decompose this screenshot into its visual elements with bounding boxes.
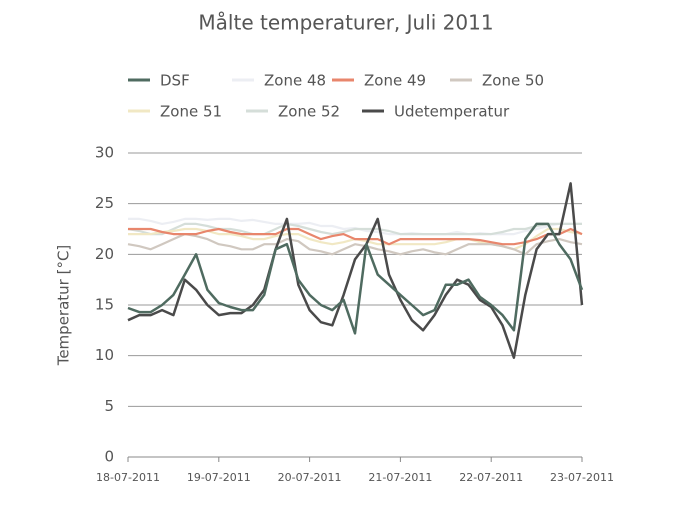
series-line — [127, 222, 582, 236]
y-tick-label: 25 — [95, 194, 114, 212]
series-line — [127, 222, 584, 335]
y-tick-label: 30 — [95, 144, 114, 162]
legend-label: Zone 48 — [264, 72, 326, 90]
legend-label: DSF — [160, 72, 190, 90]
y-tick-label: 5 — [104, 397, 114, 415]
x-tick-label: 20-07-2011 — [278, 471, 342, 484]
x-tick-label: 21-07-2011 — [368, 471, 432, 484]
legend-label: Zone 50 — [482, 72, 544, 90]
series-line — [128, 217, 582, 236]
x-tick-label: 19-07-2011 — [187, 471, 251, 484]
legend-label: Zone 52 — [278, 103, 340, 121]
series-line — [128, 227, 583, 246]
chart-title: Målte temperaturer, Juli 2011 — [198, 11, 493, 35]
legend-label: Udetemperatur — [394, 103, 510, 121]
x-tick-label: 23-07-2011 — [550, 471, 614, 484]
y-tick-label: 10 — [95, 346, 114, 364]
y-tick-label: 0 — [104, 448, 114, 466]
series-line — [127, 233, 583, 256]
y-axis-label: Temperatur [°C] — [55, 245, 73, 367]
series-line — [127, 182, 584, 359]
y-tick-label: 20 — [95, 245, 114, 263]
legend-label: Zone 49 — [364, 72, 426, 90]
legend-label: Zone 51 — [160, 103, 222, 121]
x-tick-label: 18-07-2011 — [96, 471, 160, 484]
x-tick-label: 22-07-2011 — [459, 471, 523, 484]
y-tick-label: 15 — [95, 296, 114, 314]
